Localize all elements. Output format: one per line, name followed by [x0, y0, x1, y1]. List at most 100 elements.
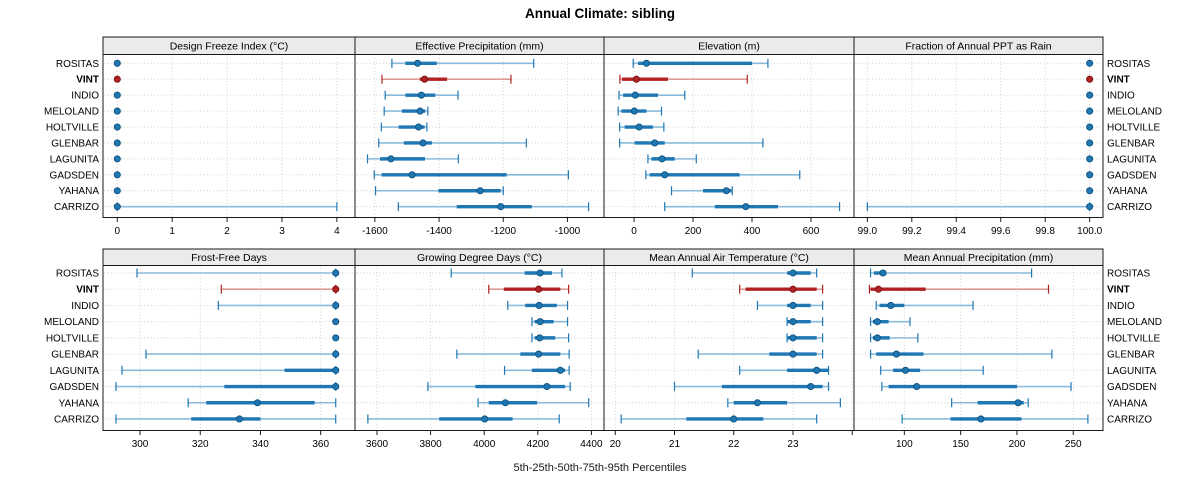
station-label-left: HOLTVILLE: [46, 333, 99, 344]
median-dot: [332, 350, 340, 358]
median-dot: [332, 382, 340, 391]
series-vint: [619, 74, 748, 84]
median-dot: [892, 350, 901, 358]
median-dot: [813, 366, 821, 374]
series-indio: [507, 300, 569, 310]
median-dot: [730, 415, 738, 423]
median-dot: [1086, 203, 1094, 211]
median-dot: [253, 399, 262, 407]
series-glenbar: [456, 349, 570, 359]
median-dot: [332, 366, 340, 374]
median-dot: [789, 301, 797, 309]
series-holtville: [531, 333, 570, 343]
series-gadsden: [115, 382, 340, 392]
series-lagunita: [1086, 155, 1094, 163]
station-label-left: MELOLAND: [44, 107, 99, 118]
series-yahana: [374, 186, 504, 196]
series-holtville: [869, 333, 919, 343]
series-lagunita: [113, 155, 121, 163]
panel-border: [853, 265, 1104, 431]
panel-frost-free-days: Frost-Free Days 300 320 340 360: [102, 248, 356, 450]
station-label-right: MELOLAND: [1107, 107, 1162, 118]
series-meloland: [332, 318, 340, 326]
median-dot: [421, 75, 429, 83]
median-dot: [913, 382, 921, 391]
median-dot: [332, 269, 340, 277]
station-label-left: ROSITAS: [56, 59, 99, 70]
x-tick-label: 23: [787, 439, 799, 450]
median-dot: [332, 285, 340, 293]
panel-effective-precipitation-mm: Effective Precipitation (mm) -1600 -1400 -1…: [354, 36, 605, 237]
series-vint: [381, 74, 512, 84]
median-dot: [642, 59, 651, 67]
median-dot: [535, 285, 543, 293]
median-dot: [742, 203, 750, 211]
series-rositas: [136, 268, 340, 278]
median-dot: [113, 91, 121, 99]
x-tick-label: 400: [744, 226, 761, 237]
station-label-right: LAGUNITA: [1107, 154, 1157, 165]
median-dot: [113, 139, 121, 147]
series-gadsden: [881, 382, 1072, 392]
station-label-right: ROSITAS: [1107, 59, 1150, 70]
median-dot: [661, 171, 669, 179]
panel-border: [102, 265, 356, 431]
x-tick-label: 2: [224, 226, 230, 237]
x-tick-label: 3600: [366, 439, 389, 450]
x-tick-label: 300: [132, 439, 149, 450]
series-vint: [488, 284, 570, 294]
series-gadsden: [113, 171, 121, 179]
station-label-left: INDIO: [71, 91, 99, 102]
x-tick-label: 100: [896, 439, 913, 450]
station-label-left: HOLTVILLE: [46, 123, 99, 134]
chart-title: Annual Climate: sibling: [524, 6, 675, 21]
median-dot: [753, 399, 761, 407]
x-tick-label: 4400: [580, 439, 603, 450]
series-gadsden: [645, 170, 801, 180]
series-gadsden: [373, 170, 569, 180]
panel-title: Effective Precipitation (mm): [415, 40, 543, 52]
series-carrizo: [367, 414, 560, 424]
x-tick-label: 99.6: [991, 226, 1011, 237]
station-label-right: GADSDEN: [1107, 382, 1156, 393]
median-dot: [113, 155, 121, 163]
series-rositas: [632, 58, 769, 68]
median-dot: [417, 91, 425, 99]
panel-border: [354, 265, 605, 431]
station-label-right: VINT: [1107, 285, 1130, 296]
x-tick-label: 200: [685, 226, 702, 237]
series-glenbar: [697, 349, 824, 359]
x-tick-label: 20: [610, 439, 622, 450]
median-dot: [414, 123, 423, 131]
median-dot: [556, 366, 564, 374]
median-dot: [535, 301, 543, 309]
x-tick-label: 200: [1009, 439, 1026, 450]
station-label-right: CARRIZO: [1107, 414, 1152, 425]
series-holtville: [619, 122, 665, 132]
series-vint: [739, 284, 824, 294]
x-tick-label: 21: [669, 439, 681, 450]
station-label-right: VINT: [1107, 75, 1130, 86]
series-meloland: [113, 107, 121, 115]
series-carrizo: [866, 202, 1094, 212]
median-dot: [113, 171, 121, 179]
median-dot: [416, 107, 424, 115]
x-tick-label: 99.0: [858, 226, 878, 237]
station-label-left: INDIO: [71, 301, 99, 312]
series-rositas: [113, 59, 121, 67]
series-glenbar: [869, 349, 1053, 359]
median-dot: [113, 75, 121, 83]
series-gadsden: [427, 382, 571, 392]
median-dot: [414, 59, 422, 67]
series-lagunita: [739, 365, 830, 375]
median-dot: [536, 318, 544, 326]
series-lagunita: [366, 154, 459, 164]
median-dot: [789, 269, 797, 277]
station-labels: ROSITAS ROSITAS VINT VINT INDIO INDIO MELOLAND…: [44, 59, 1162, 213]
series-lagunita: [880, 365, 984, 375]
panel-title: Frost-Free Days: [191, 252, 267, 264]
panel-title: Mean Annual Air Temperature (°C): [649, 252, 809, 264]
series-indio: [618, 90, 686, 100]
median-dot: [1086, 155, 1094, 163]
series-indio: [217, 300, 340, 310]
